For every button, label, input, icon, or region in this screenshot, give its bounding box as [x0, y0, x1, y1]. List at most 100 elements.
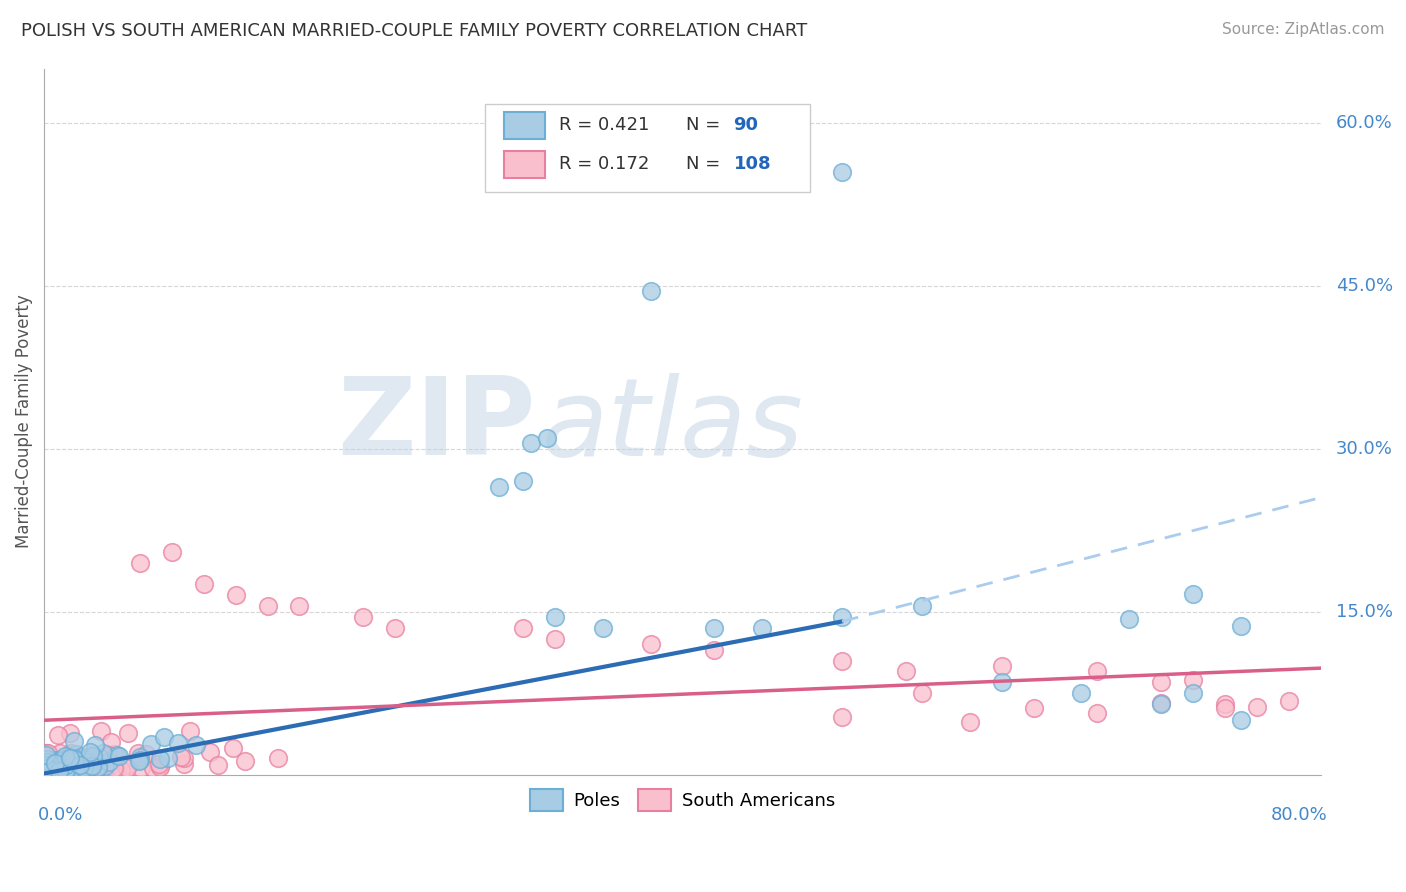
Point: [35, 766, 58, 780]
Point: [72, 751, 94, 765]
Point: [990, 659, 1012, 673]
Point: [52, 760, 75, 774]
Point: [103, 747, 125, 761]
Point: [959, 715, 981, 730]
Point: [129, 749, 152, 764]
Point: [135, 747, 157, 761]
Point: [55, 757, 77, 772]
FancyBboxPatch shape: [503, 151, 544, 178]
Point: [60, 761, 83, 775]
Point: [42, 753, 65, 767]
Point: [139, 737, 162, 751]
Point: [233, 754, 256, 768]
Point: [76, 756, 98, 770]
Point: [59, 726, 82, 740]
Point: [1230, 713, 1253, 727]
Point: [52, 754, 75, 768]
Point: [62, 765, 84, 780]
Point: [56, 763, 79, 777]
Point: [831, 610, 853, 624]
Point: [67, 765, 90, 780]
Point: [544, 632, 567, 646]
Point: [49, 765, 72, 780]
Point: [98, 756, 121, 770]
Point: [59, 751, 82, 765]
Point: [1213, 697, 1236, 711]
Point: [58, 750, 80, 764]
Point: [60, 763, 83, 777]
Point: [35, 764, 58, 778]
Point: [66, 764, 89, 778]
Point: [38, 764, 60, 779]
Point: [911, 686, 934, 700]
Point: [288, 599, 311, 614]
Point: [1182, 686, 1205, 700]
Point: [104, 762, 127, 776]
Point: [128, 754, 150, 768]
Point: [77, 761, 100, 775]
Point: [62, 751, 84, 765]
FancyBboxPatch shape: [503, 112, 544, 139]
Point: [73, 763, 96, 777]
Point: [58, 764, 80, 778]
Point: [186, 738, 208, 752]
Point: [49, 754, 72, 768]
Legend: Poles, South Americans: Poles, South Americans: [523, 782, 842, 819]
Point: [49, 761, 72, 775]
Point: [79, 764, 101, 778]
Point: [51, 757, 73, 772]
Point: [44, 766, 66, 780]
Point: [48, 758, 70, 772]
Point: [65, 747, 87, 761]
Point: [56, 762, 79, 776]
Point: [520, 436, 543, 450]
Point: [1150, 696, 1173, 710]
Point: [592, 621, 614, 635]
Point: [41, 757, 63, 772]
Point: [70, 762, 93, 776]
Point: [200, 745, 222, 759]
Point: [831, 165, 853, 179]
Point: [69, 762, 91, 776]
Point: [990, 675, 1012, 690]
Point: [831, 653, 853, 667]
Point: [37, 764, 59, 779]
Point: [55, 764, 77, 778]
Point: [48, 758, 70, 772]
Point: [56, 759, 79, 773]
Point: [46, 728, 69, 742]
Point: [35, 758, 58, 772]
Point: [128, 753, 150, 767]
Point: [149, 759, 172, 773]
Point: [58, 756, 80, 770]
Point: [97, 747, 120, 762]
Point: [166, 736, 188, 750]
Point: [35, 747, 58, 762]
Point: [49, 757, 72, 772]
Point: [1070, 686, 1092, 700]
Point: [91, 747, 114, 761]
Point: [1182, 673, 1205, 687]
Point: [42, 761, 65, 775]
Point: [56, 752, 79, 766]
Point: [1022, 700, 1045, 714]
Point: [55, 763, 77, 777]
Point: [128, 556, 150, 570]
Point: [1182, 587, 1205, 601]
Text: R = 0.421: R = 0.421: [558, 116, 650, 134]
Point: [831, 710, 853, 724]
Point: [39, 766, 62, 780]
Point: [544, 610, 567, 624]
Point: [512, 475, 534, 489]
Point: [225, 588, 247, 602]
Point: [45, 763, 67, 777]
Point: [173, 751, 195, 765]
Point: [37, 766, 59, 780]
Point: [89, 750, 111, 764]
Text: 90: 90: [734, 116, 758, 134]
Point: [117, 725, 139, 739]
Point: [148, 757, 170, 772]
Point: [51, 757, 73, 772]
Point: [79, 764, 101, 779]
Point: [51, 764, 73, 779]
